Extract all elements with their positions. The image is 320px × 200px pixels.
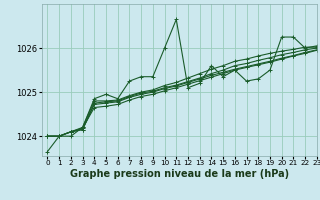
X-axis label: Graphe pression niveau de la mer (hPa): Graphe pression niveau de la mer (hPa) (70, 169, 289, 179)
